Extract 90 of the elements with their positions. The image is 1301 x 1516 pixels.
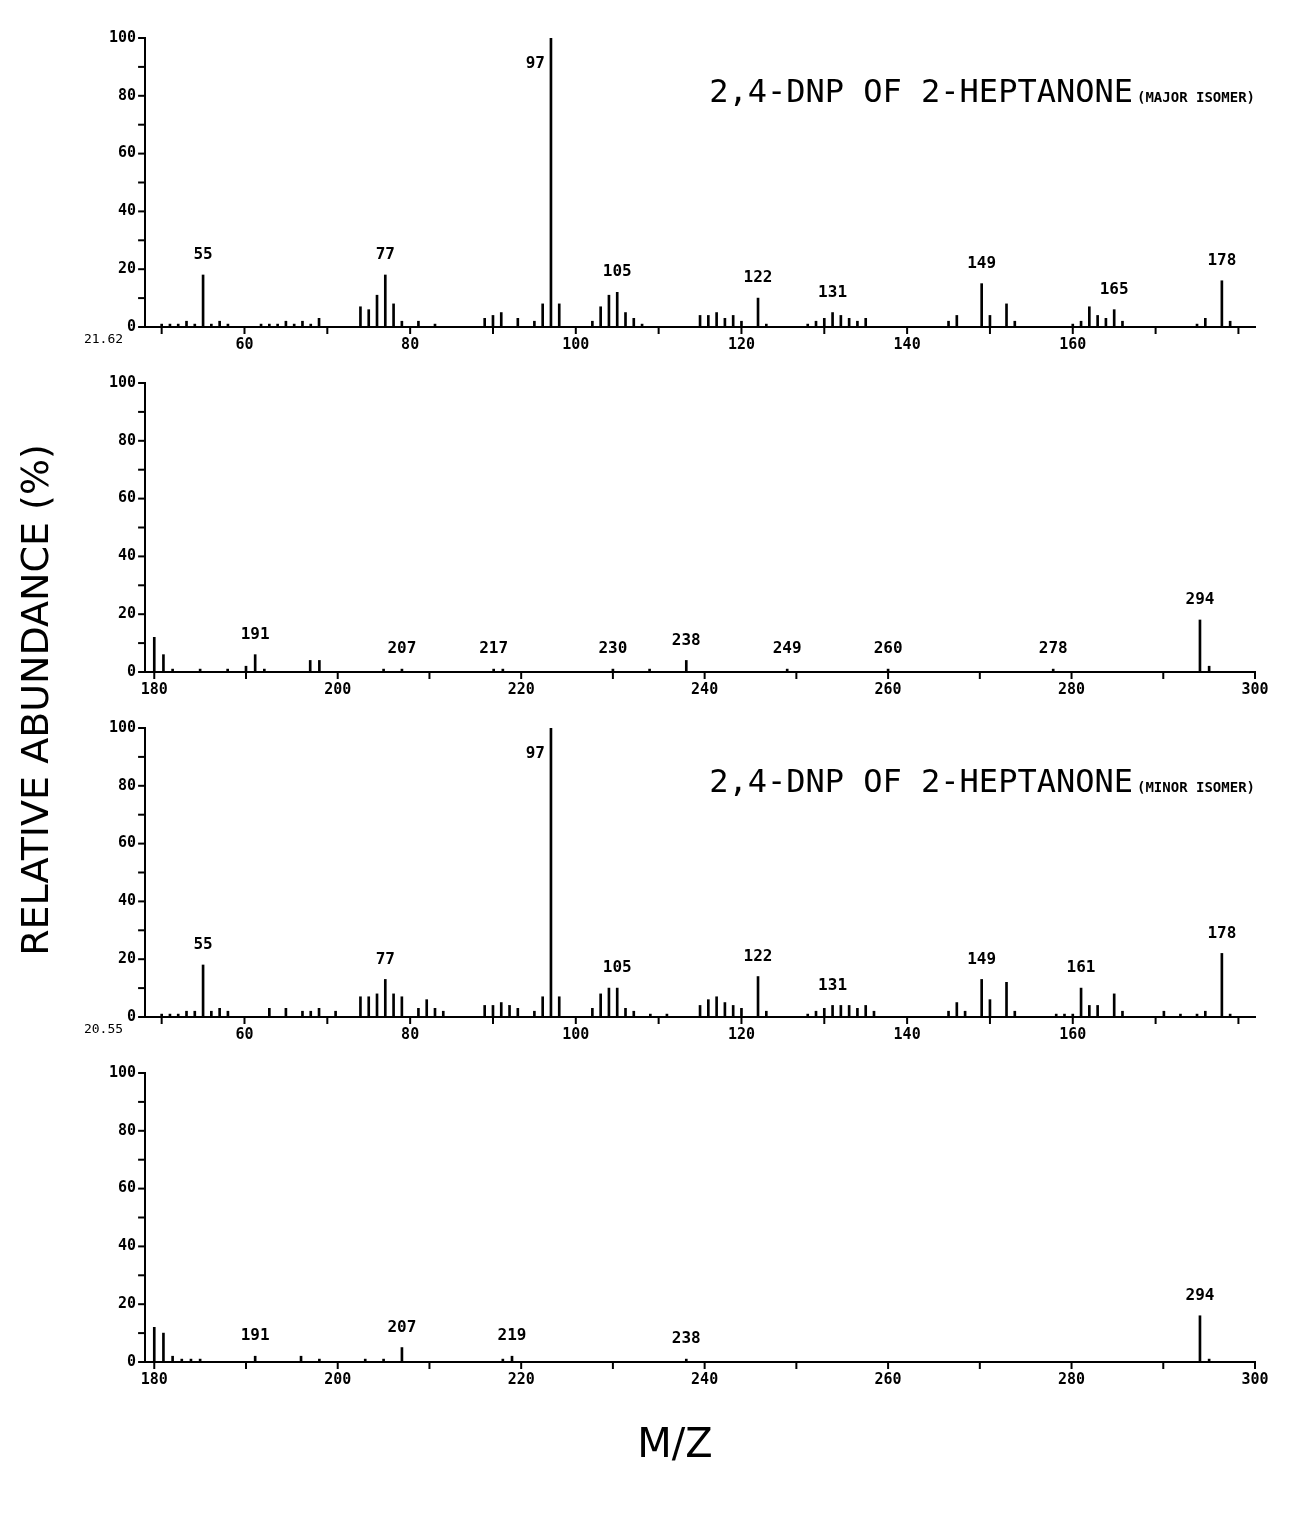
annotation: 191 bbox=[240, 623, 270, 643]
y-tick-label: 20 bbox=[118, 604, 137, 623]
x-tick-label: 140 bbox=[893, 1024, 921, 1043]
y-tick-label: 40 bbox=[118, 546, 137, 565]
y-tick-label: 40 bbox=[118, 891, 137, 910]
y-tick-label: 0 bbox=[127, 1351, 137, 1370]
x-tick-label: 160 bbox=[1059, 1024, 1087, 1043]
annotation: 149 bbox=[967, 252, 997, 272]
y-tick-label: 20 bbox=[118, 259, 137, 278]
y-tick-label: 20 bbox=[118, 949, 137, 968]
x-tick-label: 280 bbox=[1058, 1369, 1086, 1388]
annotation: 178 bbox=[1207, 249, 1237, 269]
text: 20.55 bbox=[83, 1020, 124, 1036]
annotation: 55 bbox=[193, 934, 213, 954]
annotation: 249 bbox=[772, 638, 802, 658]
annotation: 122 bbox=[743, 267, 773, 287]
x-tick-label: 120 bbox=[727, 334, 756, 353]
y-tick-label: 100 bbox=[109, 1062, 137, 1081]
y-tick-label: 80 bbox=[118, 1120, 137, 1139]
annotation: 149 bbox=[967, 948, 997, 968]
annotation: 278 bbox=[1038, 638, 1068, 658]
y-tick-label: 20 bbox=[118, 1294, 137, 1313]
x-tick-label: 280 bbox=[1058, 679, 1086, 698]
x-tick-label: 60 bbox=[235, 1024, 254, 1043]
annotation: 122 bbox=[743, 945, 773, 965]
y-tick-label: 60 bbox=[118, 488, 137, 507]
y-axis-title: RELATIVE ABUNDANCE (%) bbox=[13, 444, 58, 956]
annotation: 165 bbox=[1099, 278, 1129, 298]
x-tick-label: 240 bbox=[691, 679, 719, 698]
x-axis-title: M/Z bbox=[636, 1420, 714, 1466]
text: 2,4-DNP OF 2-HEPTANONE bbox=[709, 762, 1133, 800]
text: 2,4-DNP OF 2-HEPTANONE bbox=[709, 72, 1133, 110]
annotation: 191 bbox=[240, 1325, 270, 1345]
y-tick-label: 0 bbox=[127, 661, 137, 680]
annotation: 131 bbox=[818, 281, 848, 301]
annotation: 105 bbox=[602, 261, 632, 281]
annotation: 97 bbox=[525, 53, 545, 73]
x-tick-label: 180 bbox=[140, 1369, 168, 1388]
y-tick-label: 60 bbox=[118, 833, 137, 852]
annotation: 207 bbox=[387, 1316, 417, 1336]
x-tick-label: 260 bbox=[874, 679, 902, 698]
y-tick-label: 60 bbox=[118, 143, 137, 162]
annotation: 55 bbox=[193, 244, 213, 264]
y-tick-label: 80 bbox=[118, 430, 137, 449]
annotation: 105 bbox=[602, 957, 632, 977]
annotation: 97 bbox=[525, 743, 545, 763]
annotation: 260 bbox=[873, 638, 903, 658]
y-tick-label: 0 bbox=[127, 316, 137, 335]
x-tick-label: 120 bbox=[727, 1024, 756, 1043]
x-tick-label: 160 bbox=[1059, 334, 1087, 353]
x-tick-label: 300 bbox=[1241, 679, 1269, 698]
annotation: 294 bbox=[1185, 589, 1215, 609]
annotation: 178 bbox=[1207, 922, 1237, 942]
y-tick-label: 40 bbox=[118, 1236, 137, 1255]
text: (MINOR ISOMER) bbox=[1136, 779, 1255, 795]
annotation: 238 bbox=[671, 1328, 701, 1348]
annotation: 161 bbox=[1066, 957, 1096, 977]
x-tick-label: 300 bbox=[1241, 1369, 1269, 1388]
y-tick-label: 80 bbox=[118, 775, 137, 794]
annotation: 77 bbox=[375, 948, 395, 968]
y-tick-label: 60 bbox=[118, 1178, 137, 1197]
text: 21.62 bbox=[83, 330, 124, 346]
x-tick-label: 240 bbox=[691, 1369, 719, 1388]
y-tick-label: 100 bbox=[109, 27, 137, 46]
annotation: 219 bbox=[497, 1325, 527, 1345]
x-tick-label: 180 bbox=[140, 679, 168, 698]
y-tick-label: 100 bbox=[109, 717, 137, 736]
x-tick-label: 80 bbox=[401, 334, 420, 353]
annotation: 207 bbox=[387, 638, 417, 658]
annotation: 238 bbox=[671, 629, 701, 649]
text: (MAJOR ISOMER) bbox=[1136, 89, 1255, 105]
y-tick-label: 80 bbox=[118, 85, 137, 104]
annotation: 77 bbox=[375, 244, 395, 264]
x-tick-label: 100 bbox=[562, 334, 590, 353]
x-tick-label: 140 bbox=[893, 334, 921, 353]
x-tick-label: 220 bbox=[507, 679, 535, 698]
annotation: 294 bbox=[1185, 1284, 1215, 1304]
y-tick-label: 0 bbox=[127, 1006, 137, 1025]
annotation: 230 bbox=[598, 638, 628, 658]
x-tick-label: 260 bbox=[874, 1369, 902, 1388]
y-tick-label: 100 bbox=[109, 372, 137, 391]
x-tick-label: 200 bbox=[324, 1369, 352, 1388]
annotation: 217 bbox=[479, 638, 509, 658]
x-tick-label: 100 bbox=[562, 1024, 590, 1043]
x-tick-label: 200 bbox=[324, 679, 352, 698]
annotation: 131 bbox=[818, 974, 848, 994]
x-tick-label: 60 bbox=[235, 334, 254, 353]
y-tick-label: 40 bbox=[118, 201, 137, 220]
x-tick-label: 80 bbox=[401, 1024, 420, 1043]
x-tick-label: 220 bbox=[507, 1369, 535, 1388]
